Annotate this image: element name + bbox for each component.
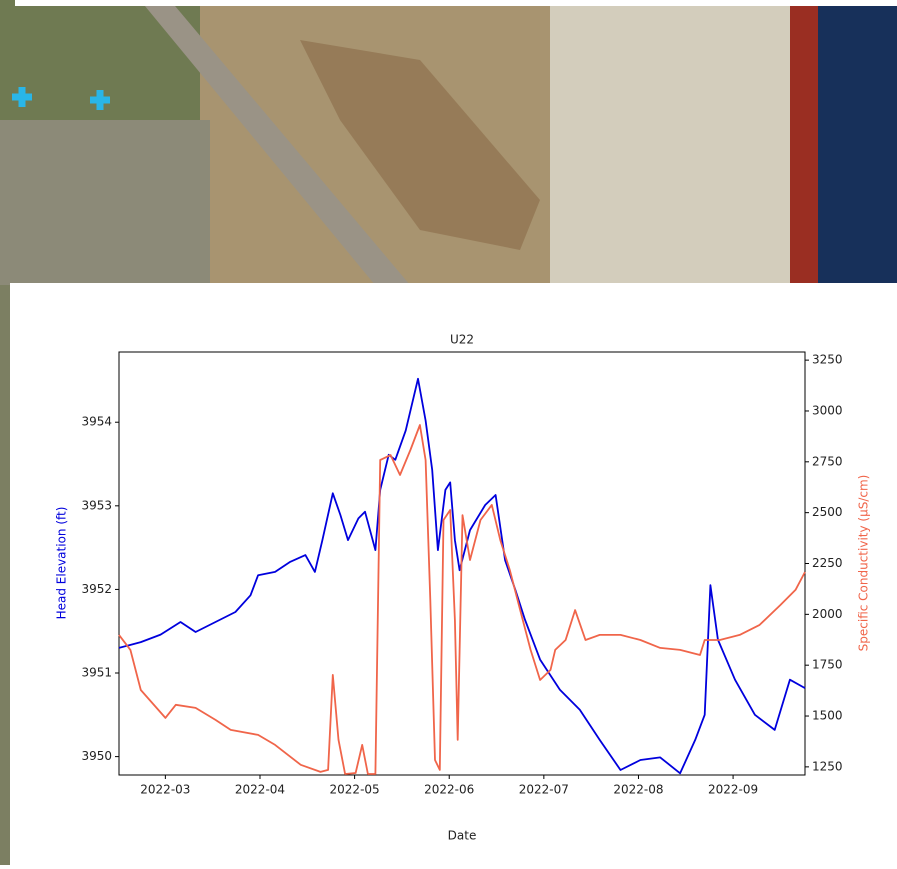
y-tick-label: 3950 (81, 749, 112, 763)
road (140, 0, 410, 285)
x-axis-label: Date (448, 829, 477, 843)
panel-beige (550, 0, 790, 285)
y-tick-label: 3952 (81, 582, 112, 596)
x-tick-label: 2022-07 (519, 783, 569, 797)
y-tick-label: 3953 (81, 498, 112, 512)
y2-tick-label: 2750 (812, 454, 843, 468)
x-tick-label: 2022-06 (424, 783, 474, 797)
y-tick-label: 3951 (81, 666, 112, 680)
y-tick-label: 3954 (81, 415, 112, 429)
x-tick-label: 2022-05 (330, 783, 380, 797)
chart: U22 Date Head Elevation (ft) Specific Co… (55, 333, 871, 843)
y-axis-label: Head Elevation (ft) (55, 507, 69, 620)
town-area (0, 120, 210, 285)
top-strip (15, 0, 897, 6)
well-marker (12, 87, 110, 110)
map-edge (0, 285, 10, 865)
y2-tick-label: 2250 (812, 556, 843, 570)
series-line (118, 377, 806, 775)
chart-title: U22 (450, 333, 474, 347)
y2-tick-label: 1750 (812, 658, 843, 672)
panel-navy (818, 0, 897, 285)
x-tick-label: 2022-08 (613, 783, 663, 797)
x-tick-label: 2022-03 (140, 783, 190, 797)
y2-tick-label: 3000 (812, 403, 843, 417)
ridge (300, 40, 540, 250)
y2-tick-label: 2000 (812, 607, 843, 621)
x-tick-label: 2022-09 (708, 783, 758, 797)
y2-tick-label: 3250 (812, 353, 843, 367)
y2-tick-label: 1250 (812, 759, 843, 773)
panel-red (790, 0, 818, 285)
y2-tick-label: 2500 (812, 505, 843, 519)
y2-axis-label: Specific Conductivity (µS/cm) (857, 475, 871, 652)
y2-tick-label: 1500 (812, 709, 843, 723)
series-line (118, 424, 806, 775)
x-tick-label: 2022-04 (235, 783, 285, 797)
